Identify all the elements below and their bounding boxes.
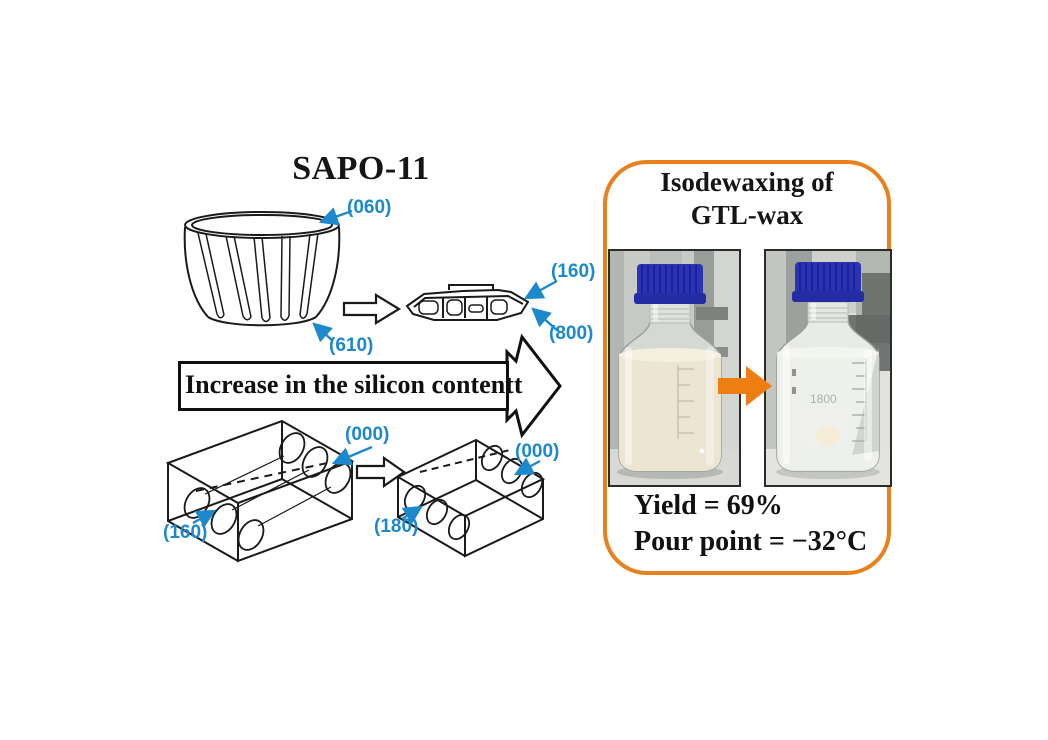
sapo-title: SAPO-11	[292, 150, 430, 187]
graduation-marks	[677, 365, 694, 439]
pour-point-text: Pour point = −32°C	[634, 526, 868, 557]
label-plate-bottom: (800)	[549, 323, 594, 344]
leader-arrow-small-box-top	[513, 457, 541, 476]
label-large-box-top: (000)	[345, 424, 390, 445]
isodewaxing-title-line1: Isodewaxing of	[660, 167, 834, 197]
bottle-etch-text: 1800	[810, 392, 837, 406]
label-plate-top: (160)	[551, 261, 596, 282]
leader-arrows	[192, 207, 559, 528]
gtl-wax-bottle-photo	[608, 249, 741, 487]
transform-arrow-bottom-icon	[355, 455, 406, 489]
cup-crystal-wireframe	[183, 211, 341, 327]
label-small-box-bottom: (180)	[374, 516, 419, 537]
isodewaxed-product-photo: 1800	[764, 249, 892, 487]
silicon-banner-text: Increase in the silicon contentt	[185, 370, 523, 399]
banner-arrowhead-icon	[505, 333, 562, 439]
leader-arrow-plate-top	[523, 279, 558, 300]
milky-liquid	[619, 355, 721, 471]
label-cup-top: (060)	[347, 197, 392, 218]
reaction-arrow-icon	[718, 366, 772, 406]
plate-crystal-wireframe	[405, 284, 530, 321]
small-box-crystal-wireframe	[395, 438, 546, 558]
large-box-crystal-wireframe	[165, 419, 355, 563]
bottle-cap	[634, 264, 706, 304]
leader-arrow-large-box-bottom	[192, 509, 217, 528]
label-cup-bottom: (610)	[329, 335, 374, 356]
leader-arrow-plate-bottom	[531, 307, 559, 332]
leader-arrow-cup-bottom	[312, 322, 334, 343]
yield-text: Yield = 69%	[634, 490, 783, 521]
leader-arrow-cup-top	[318, 207, 353, 226]
leader-arrow-large-box-top	[331, 445, 373, 466]
isodewaxing-title-line2: GTL-wax	[690, 200, 804, 230]
silicon-banner: Increase in the silicon contentt	[178, 361, 523, 411]
label-large-box-bottom: (160)	[163, 522, 208, 543]
isodewaxing-title: Isodewaxing of GTL-wax	[603, 166, 891, 232]
gtl-wax-bottle-illustration	[610, 251, 739, 485]
label-small-box-top: (000)	[515, 441, 560, 462]
product-bottle-illustration: 1800	[766, 251, 890, 485]
transform-arrow-top-icon	[342, 293, 402, 325]
leader-arrow-small-box-bottom	[401, 505, 424, 525]
bottle-cap	[792, 262, 864, 302]
